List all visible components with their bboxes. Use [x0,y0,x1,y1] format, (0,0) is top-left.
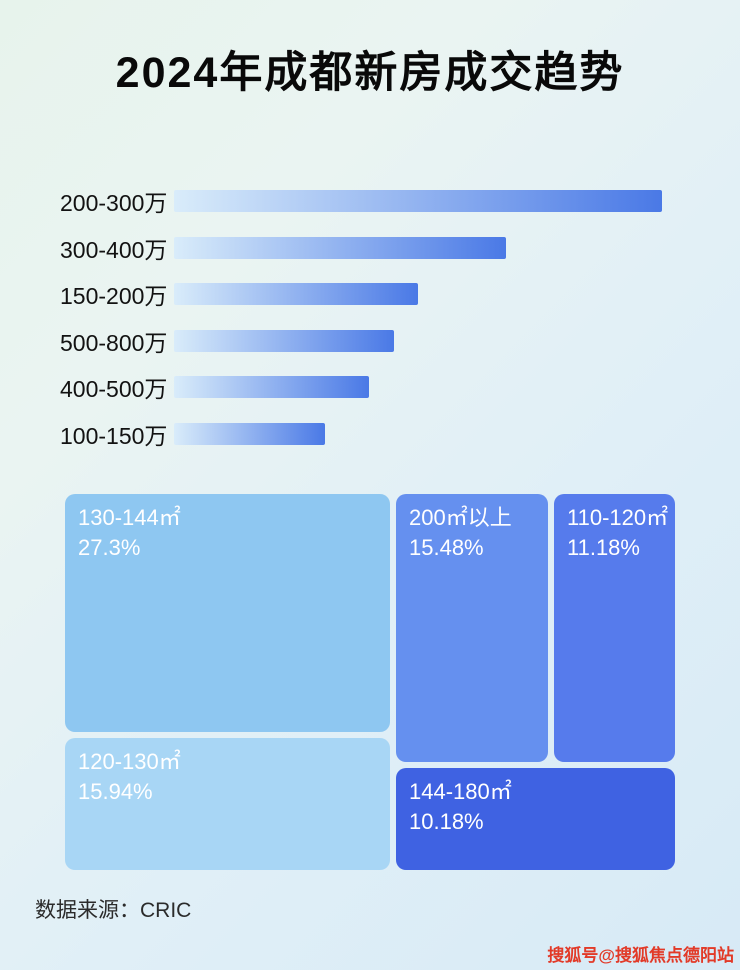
bar-track [174,329,662,352]
bar-label: 200-300万 [60,190,168,217]
treemap-block-percent: 15.48% [409,534,484,560]
data-source-text: 数据来源：CRIC [35,899,192,922]
bar-track [174,422,662,445]
bar-fill [174,283,418,306]
treemap-block-label: 110-120㎡ [567,505,669,530]
bar-row: 200-300万 [60,178,680,225]
treemap-block-percent: 10.18% [409,808,484,834]
bar-label: 150-200万 [60,283,168,310]
bar-label: 100-150万 [60,422,168,449]
bar-track [174,283,662,306]
treemap-block-label: 144-180㎡ [409,779,512,804]
bar-label: 500-800万 [60,329,168,356]
treemap-block: 130-144㎡ 27.3% [65,494,390,732]
bar-fill [174,236,506,259]
treemap-block-percent: 27.3% [78,534,141,560]
bar-fill [174,422,326,445]
bar-row: 400-500万 [60,364,680,411]
bar-row: 300-400万 [60,225,680,272]
price-range-bar-chart: 200-300万 300-400万 150-200万 500-800万 400-… [60,178,680,457]
bar-fill [174,376,370,399]
bar-row: 100-150万 [60,411,680,458]
treemap-block: 144-180㎡ 10.18% [396,768,675,870]
treemap-block: 110-120㎡ 11.18% [554,494,675,762]
bar-track [174,190,662,213]
treemap-block: 120-130㎡ 15.94% [65,738,390,870]
treemap-block-label: 120-130㎡ [78,749,181,774]
treemap-block-label: 130-144㎡ [78,505,181,530]
bar-fill [174,329,394,352]
bar-label: 400-500万 [60,376,168,403]
treemap-block-percent: 11.18% [567,534,640,560]
page-title: 2024年成都新房成交趋势 [115,49,625,97]
watermark-text: 搜狐号@搜狐焦点德阳站 [547,946,734,965]
bar-track [174,236,662,259]
bar-row: 150-200万 [60,271,680,318]
bar-track [174,376,662,399]
treemap-block: 200㎡以上 15.48% [396,494,548,762]
bar-row: 500-800万 [60,318,680,365]
treemap-block-percent: 15.94% [78,778,153,804]
bar-label: 300-400万 [60,236,168,263]
area-size-treemap: 130-144㎡ 27.3% 120-130㎡ 15.94% 200㎡以上 15… [65,494,675,870]
bar-fill [174,190,662,213]
treemap-block-label: 200㎡以上 [409,505,512,530]
